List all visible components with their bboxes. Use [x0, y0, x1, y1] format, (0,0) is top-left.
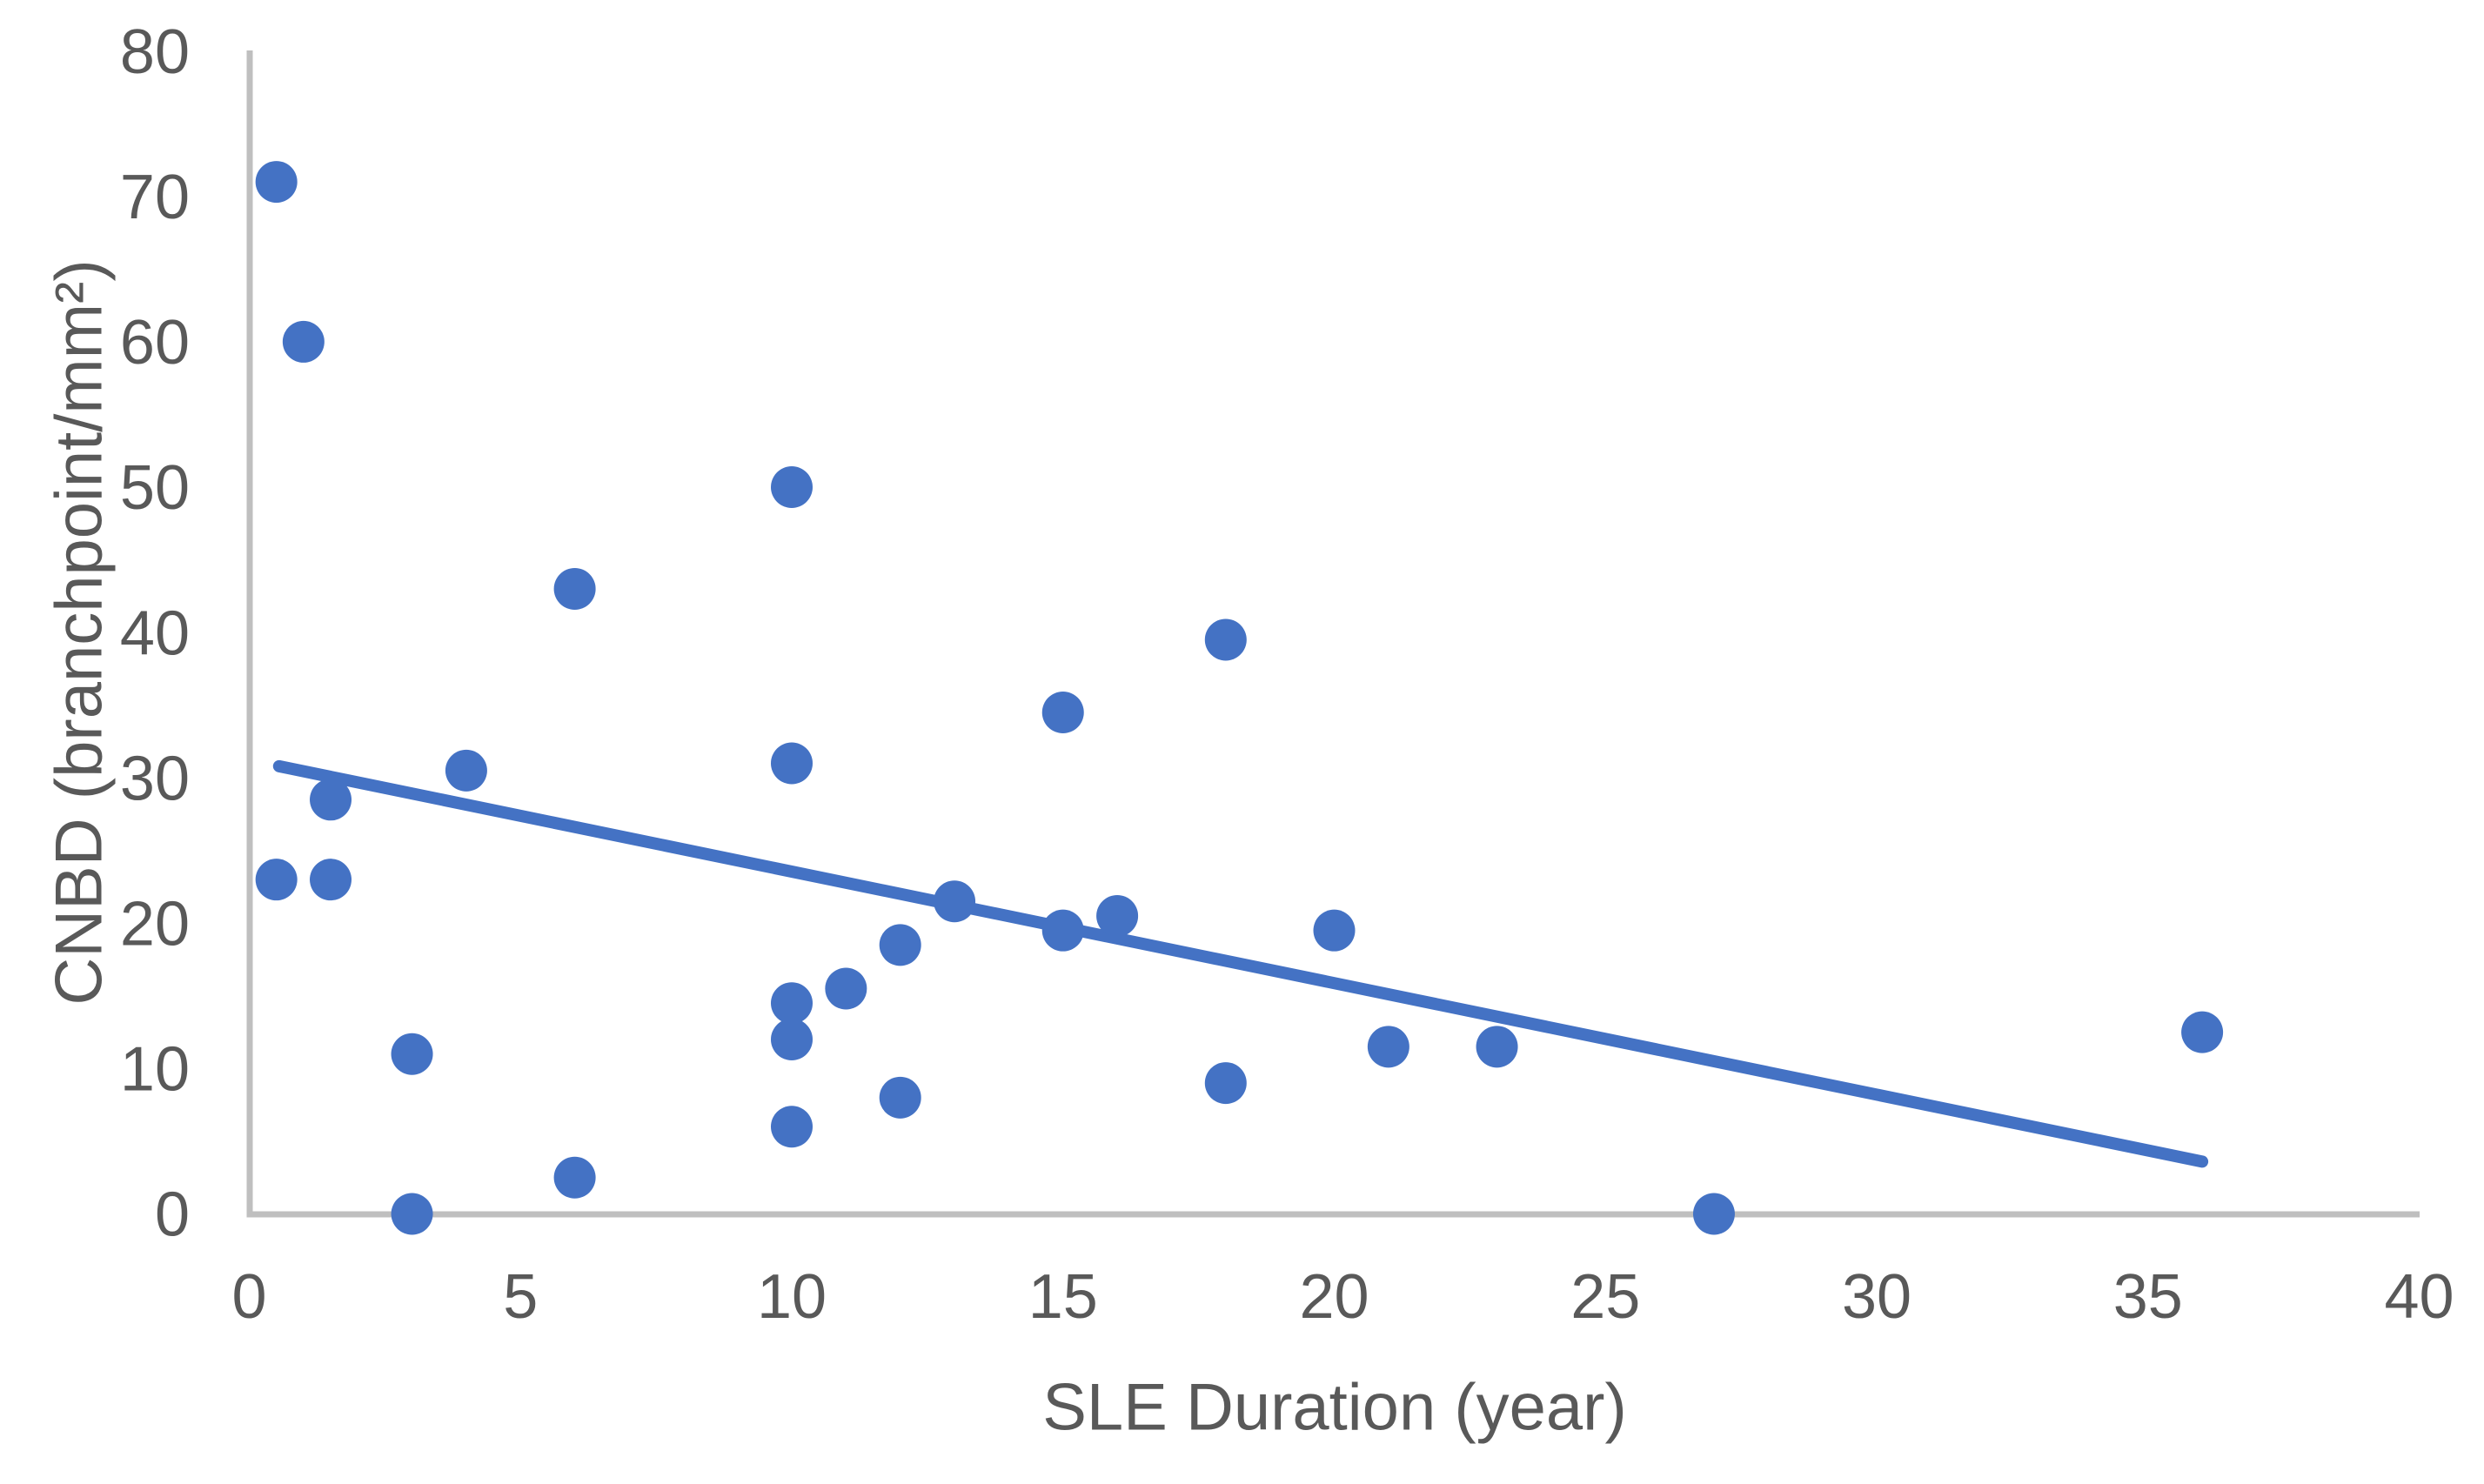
- data-point: [1476, 1026, 1518, 1068]
- y-axis-title: CNBD (branchpoint/mm²): [43, 259, 117, 1005]
- x-tick-label: 40: [2384, 1262, 2454, 1332]
- data-point: [391, 1033, 433, 1075]
- trend-line: [272, 759, 2209, 1168]
- data-point: [771, 1106, 813, 1148]
- data-point: [391, 1193, 433, 1235]
- data-point: [553, 1156, 596, 1199]
- data-point: [1313, 909, 1356, 952]
- data-point: [771, 742, 813, 785]
- data-point: [1096, 894, 1139, 937]
- y-tick-label: 50: [120, 453, 190, 523]
- x-tick-label: 35: [2113, 1262, 2183, 1332]
- x-tick-label: 10: [757, 1262, 827, 1332]
- x-tick-label: 15: [1028, 1262, 1098, 1332]
- x-tick-label: 5: [503, 1262, 538, 1332]
- data-point: [1367, 1026, 1409, 1068]
- y-tick-label: 30: [120, 744, 190, 813]
- data-point: [310, 859, 352, 901]
- data-point: [553, 567, 596, 610]
- data-point: [255, 859, 298, 901]
- x-tick-label: 30: [1842, 1262, 1912, 1332]
- data-point: [825, 967, 867, 1010]
- y-tick-label: 80: [120, 17, 190, 87]
- data-point: [771, 1018, 813, 1060]
- y-tick-label: 20: [120, 890, 190, 959]
- data-point: [255, 161, 298, 204]
- x-tick-label: 25: [1570, 1262, 1640, 1332]
- y-tick-label: 40: [120, 598, 190, 668]
- y-tick-label: 10: [120, 1035, 190, 1105]
- y-tick-label: 0: [155, 1180, 190, 1250]
- data-point: [445, 749, 487, 792]
- x-tick-label: 0: [231, 1262, 266, 1332]
- data-point: [771, 982, 813, 1025]
- data-point: [1041, 909, 1084, 952]
- data-point: [1204, 618, 1247, 661]
- data-point: [879, 924, 921, 966]
- data-point: [2181, 1011, 2224, 1053]
- data-point: [771, 466, 813, 508]
- data-point: [879, 1076, 921, 1119]
- data-point: [282, 320, 325, 363]
- y-tick-label: 70: [120, 163, 190, 232]
- scatter-points: [255, 161, 2224, 1235]
- x-tick-label: 20: [1299, 1262, 1369, 1332]
- data-point: [310, 779, 352, 821]
- data-point: [1692, 1193, 1735, 1235]
- data-point: [1204, 1062, 1247, 1105]
- y-axis-tick-labels: 0 10 20 30 40 50 60 70 80: [120, 17, 190, 1250]
- data-point: [1041, 692, 1084, 734]
- x-axis-tick-labels: 0 5 10 15 20 25 30 35 40: [231, 1262, 2454, 1332]
- y-tick-label: 60: [120, 308, 190, 378]
- data-point: [934, 880, 976, 923]
- x-axis-title: SLE Duration (year): [1042, 1371, 1627, 1445]
